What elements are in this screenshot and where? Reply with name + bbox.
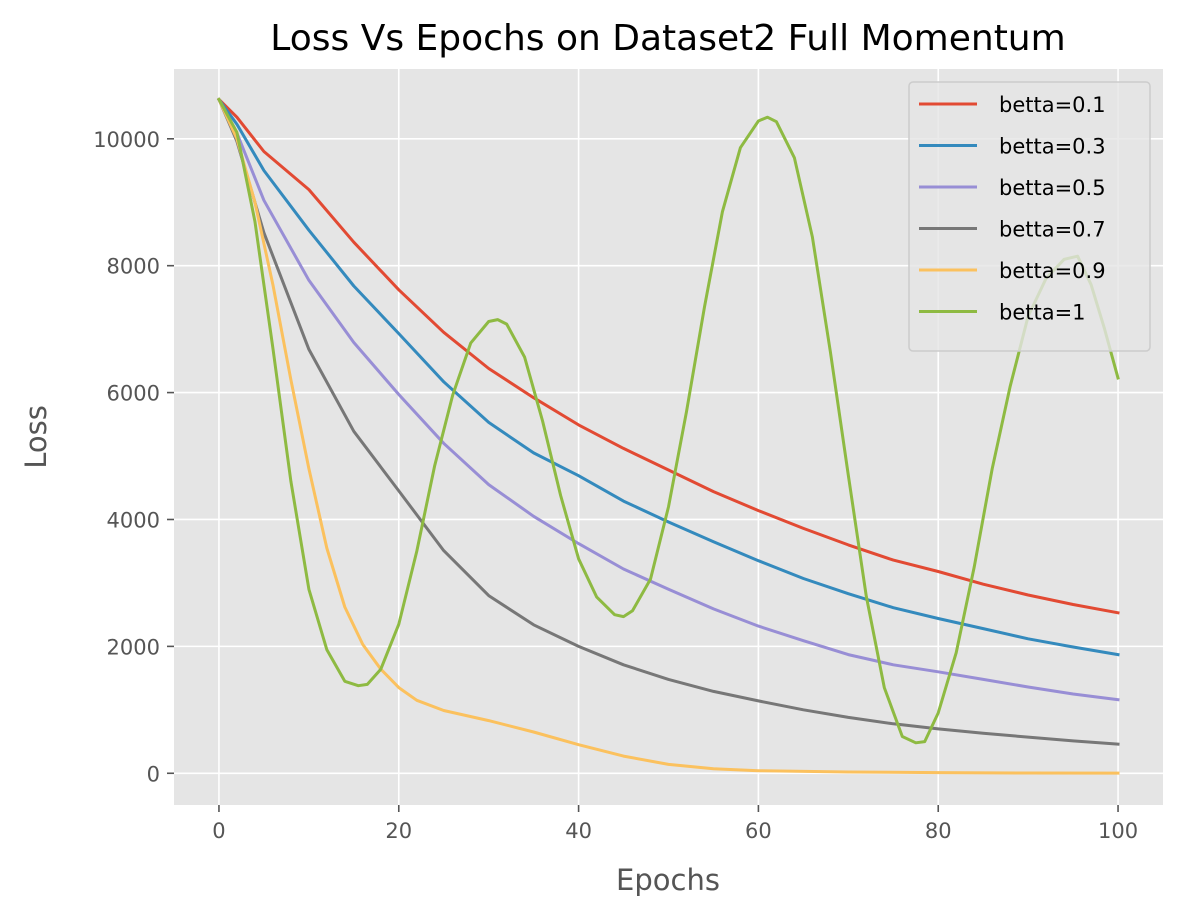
legend-label: betta=0.1 — [999, 93, 1106, 117]
legend-box — [908, 81, 1151, 352]
y-tick-label: 2000 — [107, 635, 160, 659]
x-axis-ticks: 0 20 40 60 80 100 — [212, 805, 1138, 843]
series-line-betta-0-9 — [217, 97, 1120, 775]
y-tick-label: 10000 — [93, 128, 160, 152]
chart-title: Loss Vs Epochs on Dataset2 Full Momentum — [270, 18, 1065, 59]
y-axis-ticks: 0 2000 4000 6000 8000 10000 — [93, 128, 174, 786]
x-tick-label: 60 — [745, 819, 772, 843]
y-tick-label: 4000 — [107, 508, 160, 532]
series-line-betta-0-1 — [216, 97, 1120, 615]
y-tick-label: 8000 — [107, 255, 160, 279]
series-line-betta-1 — [216, 97, 1120, 745]
x-tick-label: 20 — [385, 819, 412, 843]
legend-label: betta=0.5 — [999, 176, 1106, 200]
legend-label: betta=0.7 — [999, 218, 1106, 242]
legend-label: betta=1 — [999, 301, 1086, 325]
series-line-betta-0-7 — [217, 97, 1120, 746]
legend-label: betta=0.3 — [999, 135, 1106, 159]
legend: betta=0.1 betta=0.3 betta=0.5 betta=0.7 bett… — [908, 81, 1151, 352]
x-tick-label: 0 — [212, 819, 225, 843]
x-axis-label: Epochs — [616, 863, 720, 897]
series-line-betta-0-3 — [216, 97, 1120, 657]
y-tick-label: 6000 — [107, 382, 160, 406]
x-tick-label: 40 — [565, 819, 592, 843]
series-layer — [216, 97, 1120, 775]
legend-label: betta=0.9 — [999, 259, 1106, 283]
series-line-betta-0-5 — [216, 97, 1120, 702]
y-tick-label: 0 — [147, 762, 160, 786]
y-axis-label: Loss — [19, 405, 53, 469]
x-tick-label: 80 — [925, 819, 952, 843]
x-tick-label: 100 — [1098, 819, 1138, 843]
